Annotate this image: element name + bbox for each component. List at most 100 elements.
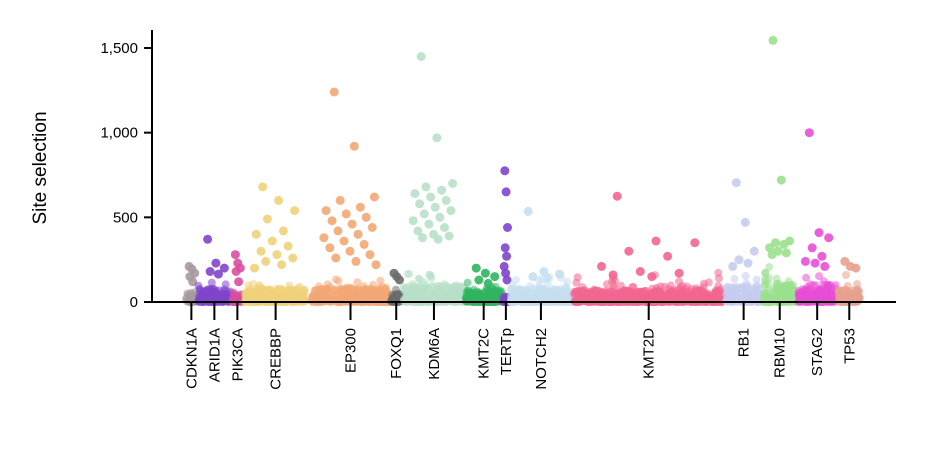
outlier-point (424, 219, 434, 229)
data-point (618, 294, 627, 303)
outlier-point (219, 263, 229, 273)
outlier-point (367, 223, 377, 232)
data-point (334, 277, 343, 286)
outlier-point (432, 133, 442, 143)
data-point (291, 296, 300, 305)
outlier-point (674, 268, 684, 278)
data-point (741, 272, 750, 280)
outlier-point (781, 248, 791, 258)
outlier-point (824, 233, 834, 243)
data-point (427, 274, 436, 283)
x-tick-label: CREBBP (268, 328, 285, 390)
outlier-point (501, 268, 511, 278)
outlier-point (743, 258, 753, 268)
data-point (752, 275, 761, 284)
data-point (828, 292, 837, 301)
data-point (571, 287, 580, 296)
x-tick-label: KMT2D (641, 328, 658, 379)
data-point (223, 287, 231, 296)
data-point (760, 290, 769, 299)
data-point (209, 284, 218, 293)
outlier-point (499, 261, 509, 271)
data-point (802, 273, 811, 282)
outlier-point (251, 229, 261, 239)
data-point (353, 278, 362, 287)
outlier-point (347, 219, 357, 229)
data-point (841, 285, 850, 294)
outlier-point (480, 268, 490, 278)
data-point (511, 287, 520, 296)
outlier-point (728, 261, 738, 271)
outlier-point (355, 202, 365, 212)
outlier-point (502, 275, 512, 285)
outlier-point (203, 234, 213, 244)
x-tick-label: ARID1A (206, 328, 223, 382)
outlier-point (690, 238, 700, 248)
data-point (491, 282, 500, 291)
y-axis-title: Site selection (30, 111, 51, 224)
data-point (691, 286, 700, 295)
outlier-point (435, 212, 445, 222)
outlier-point (483, 278, 493, 288)
outlier-point (490, 272, 500, 282)
data-point (539, 285, 548, 293)
data-point (292, 290, 301, 299)
data-point (666, 290, 675, 299)
outlier-point (734, 255, 744, 265)
outlier-point (771, 238, 780, 248)
data-point (778, 286, 787, 295)
outlier-point (250, 263, 259, 273)
x-tick-label: PIK3CA (229, 328, 246, 381)
data-point (273, 286, 282, 295)
outlier-point (231, 267, 241, 276)
x-tick-label: RBM10 (772, 328, 789, 378)
data-point (765, 263, 774, 271)
data-point (854, 287, 863, 296)
outlier-point (351, 256, 361, 266)
data-point (730, 274, 739, 283)
data-point (747, 283, 756, 292)
x-tick-label: CDKN1A (183, 328, 200, 389)
outlier-point (345, 246, 355, 256)
data-point (308, 294, 316, 303)
outlier-point (349, 141, 359, 151)
x-tick-label: KMT2C (476, 328, 493, 379)
outlier-point (369, 192, 379, 202)
outlier-point (767, 250, 777, 260)
outlier-point (205, 267, 215, 276)
data-point (278, 291, 287, 300)
data-point (463, 278, 472, 287)
outlier-point (663, 251, 673, 261)
data-point (842, 271, 850, 279)
outlier-point (779, 239, 789, 249)
outlier-point (612, 191, 622, 201)
outlier-point (327, 216, 337, 226)
outlier-point (329, 87, 339, 97)
outlier-point (471, 263, 481, 273)
outlier-point (277, 260, 287, 270)
outlier-point (624, 246, 634, 256)
outlier-point (230, 250, 240, 260)
outlier-point (817, 251, 827, 261)
outlier-point (800, 256, 810, 266)
outlier-point (500, 243, 510, 253)
data-point (523, 285, 532, 294)
data-point (761, 274, 770, 283)
data-point (213, 293, 221, 302)
outlier-point (419, 209, 429, 219)
outlier-point (501, 187, 511, 197)
outlier-point (267, 236, 277, 246)
outlier-point (421, 182, 431, 192)
outlier-point (444, 231, 454, 241)
outlier-point (371, 260, 381, 270)
data-point (586, 296, 595, 305)
outlier-point (256, 246, 266, 256)
x-tick-label: EP300 (343, 328, 360, 373)
data-point (221, 280, 230, 289)
data-point (572, 278, 581, 287)
data-point (359, 285, 368, 294)
outlier-point (319, 233, 329, 243)
outlier-point (539, 267, 549, 276)
